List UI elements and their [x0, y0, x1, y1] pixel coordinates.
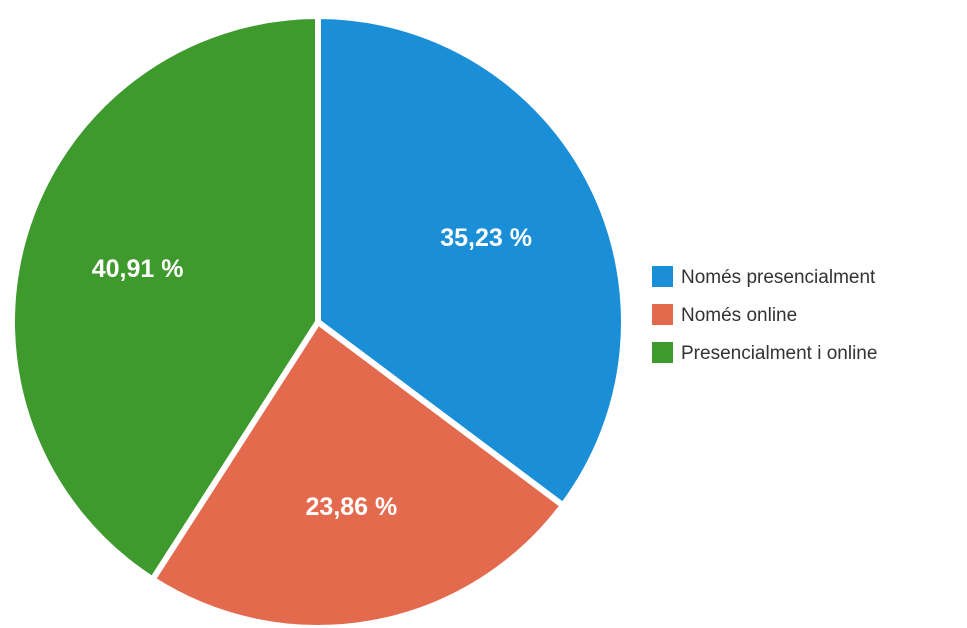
pie-slice-label-1: 23,86 % — [306, 493, 398, 521]
pie-slice-label-2: 40,91 % — [92, 255, 184, 283]
legend-label-1: Només online — [681, 305, 797, 326]
pie-slice-labels: 35,23 % 23,86 % 40,91 % — [92, 224, 532, 521]
legend-label-2: Presencialment i online — [681, 343, 877, 364]
pie-slice-1 — [149, 319, 566, 628]
legend-swatch-2 — [652, 342, 673, 363]
pie-slices — [9, 13, 627, 628]
legend-swatch-0 — [652, 266, 673, 287]
legend: Només presencialment Només online Presenci… — [652, 266, 877, 364]
pie-slice-2 — [9, 13, 321, 583]
legend-label-0: Només presencialment — [681, 267, 876, 288]
pie-slice-label-0: 35,23 % — [440, 224, 532, 252]
pie-slice-0 — [315, 13, 627, 509]
legend-swatch-1 — [652, 304, 673, 325]
